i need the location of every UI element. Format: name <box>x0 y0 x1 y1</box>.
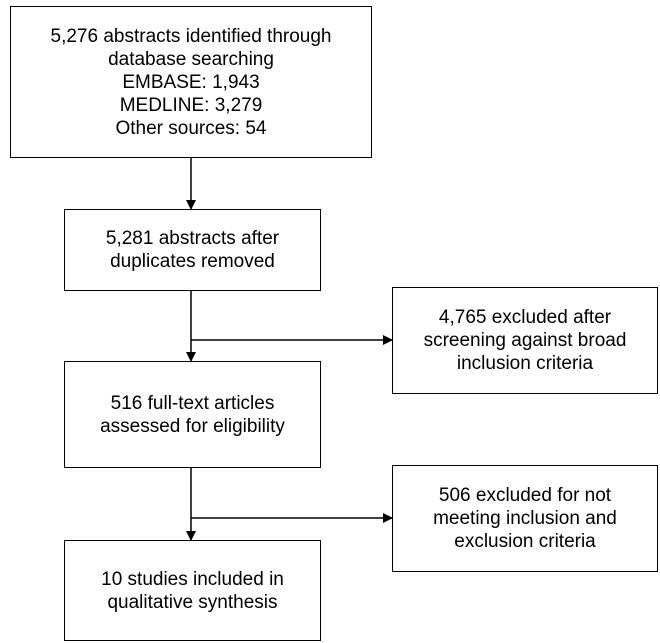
box-line: duplicates removed <box>110 251 275 272</box>
box-line: 10 studies included in <box>101 568 284 590</box>
box-records-identified: 5,276 abstracts identified through datab… <box>10 6 372 158</box>
box-line: 5,281 abstracts after <box>105 228 280 249</box>
box-line: meeting inclusion and <box>433 508 617 529</box>
box-studies-included: 10 studies included in qualitative synth… <box>64 540 321 641</box>
box-line: exclusion criteria <box>454 531 596 552</box>
box-line: assessed for eligibility <box>100 415 285 437</box>
box-line: qualitative synthesis <box>107 591 278 613</box>
box-line: Other sources: 54 <box>115 117 267 139</box>
box-after-duplicates-removed: 5,281 abstracts after duplicates removed <box>64 209 321 291</box>
box-line: database searching <box>108 48 274 70</box>
box-excluded-after-screening: 4,765 excluded after screening against b… <box>392 287 658 394</box>
box-line: inclusion criteria <box>456 353 594 374</box>
box-line: screening against broad <box>423 330 627 351</box>
box-line: 5,276 abstracts identified through <box>50 25 332 47</box>
box-line: 4,765 excluded after <box>438 307 612 328</box>
box-excluded-not-meeting-criteria: 506 excluded for not meeting inclusion a… <box>392 465 658 572</box>
box-line: MEDLINE: 3,279 <box>119 94 263 116</box>
box-full-text-assessed: 516 full-text articles assessed for elig… <box>64 361 321 468</box>
box-line: 506 excluded for not <box>438 485 612 506</box>
box-line: 516 full-text articles <box>110 392 275 414</box>
box-line: EMBASE: 1,943 <box>122 71 260 93</box>
